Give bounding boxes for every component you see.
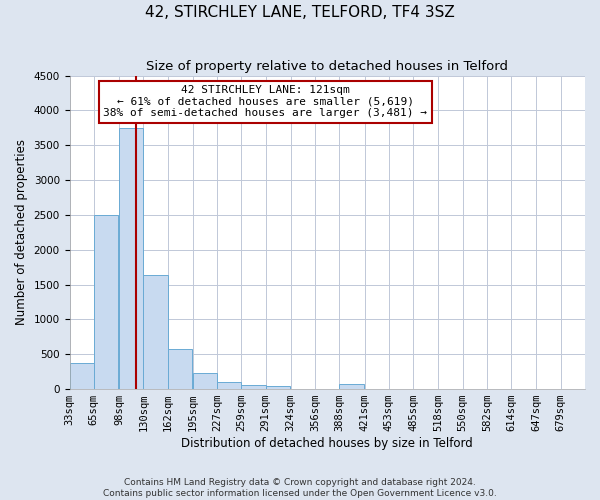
Bar	[241, 385, 266, 389]
Title: Size of property relative to detached houses in Telford: Size of property relative to detached ho…	[146, 60, 508, 73]
Bar	[143, 275, 167, 389]
Bar	[193, 374, 217, 389]
X-axis label: Distribution of detached houses by size in Telford: Distribution of detached houses by size …	[181, 437, 473, 450]
Bar	[266, 386, 290, 389]
Bar	[167, 348, 192, 389]
Bar	[217, 382, 241, 389]
Y-axis label: Number of detached properties: Number of detached properties	[15, 140, 28, 326]
Bar	[340, 384, 364, 389]
Bar	[119, 128, 143, 389]
Bar	[70, 364, 94, 389]
Text: 42 STIRCHLEY LANE: 121sqm
← 61% of detached houses are smaller (5,619)
38% of se: 42 STIRCHLEY LANE: 121sqm ← 61% of detac…	[103, 85, 427, 118]
Bar	[94, 215, 118, 389]
Text: Contains HM Land Registry data © Crown copyright and database right 2024.
Contai: Contains HM Land Registry data © Crown c…	[103, 478, 497, 498]
Text: 42, STIRCHLEY LANE, TELFORD, TF4 3SZ: 42, STIRCHLEY LANE, TELFORD, TF4 3SZ	[145, 5, 455, 20]
